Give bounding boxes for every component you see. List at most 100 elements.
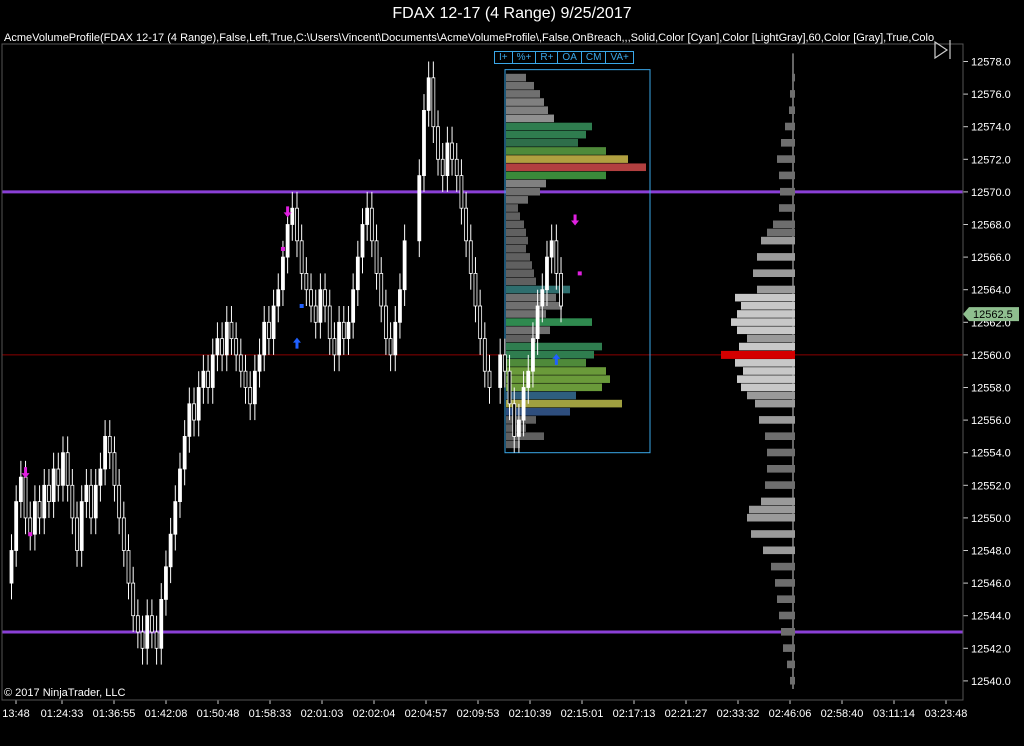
candle-body-99 [482,338,487,372]
last-price-tag [963,307,1019,322]
candle-body-108 [531,338,535,372]
candle-body-71 [341,321,346,339]
last-price-label: 12562.5 [973,309,1013,321]
composite-profile-bar-28 [506,302,562,310]
volume-profile-button-5[interactable]: VA+ [605,51,634,64]
session-profile-bar-34 [761,497,795,506]
candle-body-52 [252,370,257,405]
session-profile-bar-39 [771,562,795,571]
candle-body-98 [478,305,483,339]
session-profile-bar-4 [781,139,795,147]
time-tick-label-4: 01:50:48 [197,708,240,720]
volume-profile-button-1[interactable]: %+ [511,51,537,64]
price-chart[interactable]: 12578.0 12576.0 12574.0 12572.0 12570.0 12568… [0,28,1024,746]
session-profile-bar-19 [737,326,795,335]
candle-body-30 [149,615,154,633]
price-tick-label-12: 12554.0 [971,448,1011,460]
session-profile-bar-42 [779,611,795,620]
time-tick-label-11: 02:15:01 [561,708,604,720]
session-profile-bar-7 [780,187,795,196]
candle-body-100 [487,370,492,388]
candle-body-29 [145,615,150,649]
candle-body-49 [238,354,243,372]
composite-profile-bar-7 [506,130,586,139]
session-profile-bar-20 [747,334,795,343]
candle-body-50 [243,370,248,388]
horizontal-lines [2,190,963,634]
candle-body-94 [459,175,464,209]
session-profile-bar-10 [767,228,795,237]
session-profile-bar-24 [743,367,795,375]
time-tick-label-16: 02:58:40 [821,708,864,720]
session-profile-bar-16 [741,302,795,310]
volume-profile-button-4[interactable]: CM [580,51,607,64]
price-tick-label-7: 12564.0 [971,285,1011,297]
composite-profile-bar-2 [506,90,540,98]
signal-dot-icon [28,532,33,537]
composite-profile-bar-14 [506,187,540,196]
candle-body-91 [445,142,450,176]
candle-body-96 [468,240,473,274]
candle-body-13 [70,484,75,519]
session-profile-bar-23 [735,359,795,367]
session-profile-bar-37 [751,530,795,538]
session-profile-bar-12 [757,253,795,261]
composite-profile-bar-25 [506,277,536,286]
session-profile-bar-1 [790,90,795,98]
candle-body-65 [313,305,318,323]
composite-profile-bar-9 [506,147,606,155]
composite-profile-bar-44 [506,432,544,440]
composite-profile-bar-40 [506,399,622,408]
candle-body-3 [23,476,28,519]
time-tick-label-2: 01:36:55 [93,708,136,720]
candle-body-34 [168,533,173,568]
candle-body-59 [285,224,290,258]
candle-body-60 [290,207,295,225]
scroll-to-end-icon[interactable] [934,40,951,60]
candle-body-81 [388,338,393,356]
composite-profile-bar-4 [506,106,548,114]
candle-body-24 [121,517,126,551]
candle-body-73 [351,289,356,323]
session-profile-bar-43 [781,628,795,636]
candle-body-57 [276,289,281,307]
candle-body-46 [224,321,229,356]
candle-body-15 [79,501,84,551]
candle-body-0 [9,550,14,584]
candle-body-48 [234,338,239,356]
price-tick-label-17: 12544.0 [971,611,1011,623]
candle-body-14 [75,517,79,551]
candle-body-4 [28,517,33,535]
composite-profile-bar-30 [506,318,592,326]
candle-body-21 [107,435,112,454]
composite-profile-bar-17 [506,212,520,220]
time-tick-label-6: 02:01:03 [301,708,344,720]
volume-profile-button-2[interactable]: R+ [535,51,559,64]
price-axis: 12578.0 12576.0 12574.0 12572.0 12570.0 12568… [962,44,1019,700]
arrow-up-icon [552,353,561,365]
candle-body-5 [33,501,37,535]
composite-profile-bar-45 [506,440,520,449]
candle-body-93 [454,158,459,177]
time-tick-label-15: 02:46:06 [769,708,812,720]
play-triangle-icon [934,40,949,60]
session-profile-bar-11 [761,236,795,245]
price-tick-label-1: 12576.0 [971,89,1011,101]
candle-body-103 [507,370,512,405]
session-profile-bar-3 [785,122,795,131]
candle-body-47 [229,321,234,339]
candle-body-56 [271,305,276,339]
time-tick-label-8: 02:04:57 [405,708,448,720]
composite-profile-bar-24 [506,269,534,277]
session-profile-bar-21 [739,342,795,351]
price-tick-label-2: 12574.0 [971,122,1011,134]
candle-body-32 [159,599,164,649]
composite-profile-bar-22 [506,253,530,261]
session-profile-bar-36 [747,513,795,522]
candle-body-18 [93,484,98,519]
candle-body-12 [65,452,70,486]
candle-body-19 [98,468,103,486]
plot-frame [1,43,964,701]
signal-markers [21,206,582,537]
session-profile-bar-25 [737,375,795,383]
